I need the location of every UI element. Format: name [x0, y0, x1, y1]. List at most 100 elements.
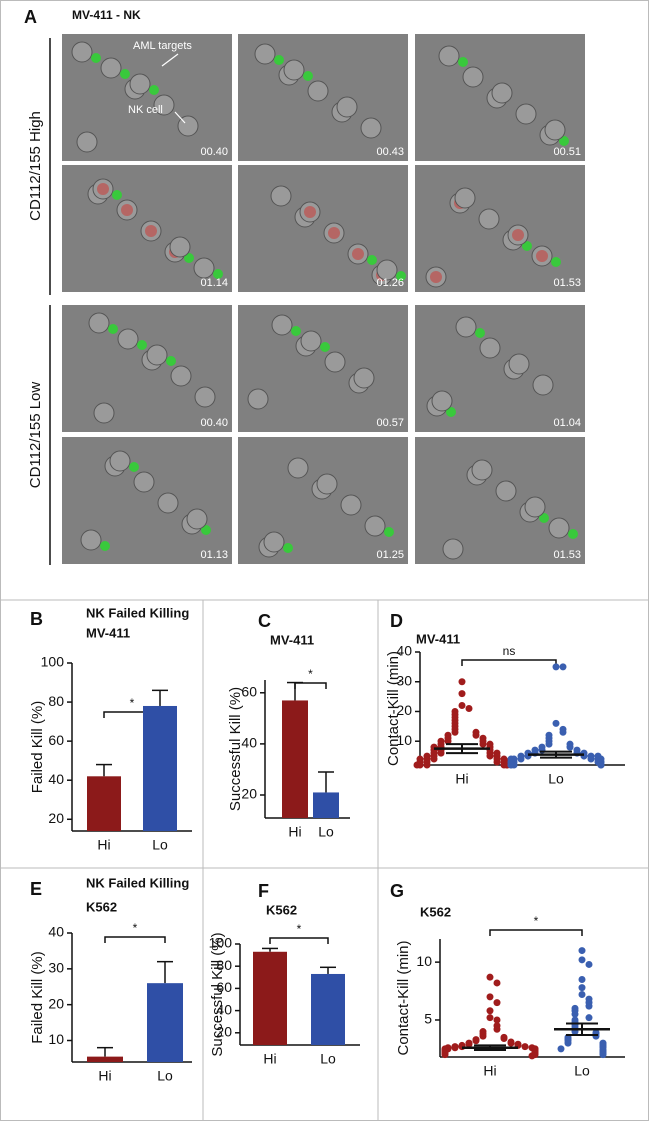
bar — [313, 792, 339, 818]
data-point — [528, 1052, 536, 1060]
nk-cell — [367, 255, 377, 265]
timestamp: 01.53 — [553, 549, 581, 561]
y-axis-label: Failed Kill (%) — [29, 951, 46, 1044]
timestamp: 00.43 — [376, 146, 404, 158]
y-tick-label: 100 — [209, 935, 233, 951]
nk-cell — [283, 543, 293, 553]
timestamp: 01.14 — [200, 277, 228, 289]
nk-cell — [108, 324, 118, 334]
data-point — [500, 1034, 508, 1042]
y-tick-label: 60 — [48, 732, 64, 748]
data-point — [493, 758, 501, 766]
data-point — [451, 728, 459, 736]
panel-letter: B — [30, 609, 43, 629]
y-tick-label: 10 — [396, 732, 412, 748]
data-point — [493, 979, 501, 987]
timestamp: 01.13 — [200, 549, 228, 561]
data-point — [578, 975, 586, 983]
x-tick-label: Hi — [455, 771, 468, 787]
significance-label: * — [130, 696, 135, 710]
dead-cell — [328, 227, 340, 239]
timestamp: 00.51 — [553, 146, 581, 158]
data-point — [465, 1040, 473, 1048]
data-point — [423, 761, 431, 769]
cell — [93, 402, 115, 424]
cell — [471, 459, 493, 481]
cell — [438, 45, 460, 67]
cell — [88, 312, 110, 334]
cell — [442, 538, 464, 560]
y-tick-label: 5 — [424, 1011, 432, 1027]
x-tick-label: Hi — [483, 1063, 496, 1079]
chart-title: K562 — [420, 904, 451, 919]
cell — [263, 531, 285, 553]
y-tick-label: 10 — [416, 953, 432, 969]
nk-cell — [458, 57, 468, 67]
data-point — [552, 663, 560, 671]
timestamp: 00.40 — [200, 146, 228, 158]
panel-letter: C — [258, 611, 271, 631]
bar — [143, 705, 177, 831]
dead-cell — [145, 225, 157, 237]
cell — [360, 117, 382, 139]
data-point — [479, 740, 487, 748]
chart-title: NK Failed Killing — [86, 605, 189, 620]
panel-letter: E — [30, 879, 42, 899]
cell — [283, 59, 305, 81]
y-tick-label: 40 — [48, 924, 64, 940]
nk-cell — [91, 53, 101, 63]
data-point — [413, 761, 421, 769]
bar — [87, 1056, 123, 1062]
cell — [247, 388, 269, 410]
cell — [169, 236, 191, 258]
data-point — [486, 752, 494, 760]
nk-cell — [568, 529, 578, 539]
dead-cell — [121, 204, 133, 216]
y-tick-label: 100 — [41, 654, 65, 670]
bar — [311, 973, 345, 1045]
cell — [117, 328, 139, 350]
panel-title: MV-411 - NK — [72, 8, 141, 22]
chart-title: MV-411 — [270, 632, 314, 647]
cell — [364, 515, 386, 537]
significance-label: * — [133, 921, 138, 935]
panel-letter: G — [390, 881, 404, 901]
nk-cell — [522, 241, 532, 251]
data-point — [441, 1051, 449, 1059]
significance-bracket — [461, 659, 557, 666]
data-point — [493, 1025, 501, 1033]
y-axis-label: Contact-Kill (min) — [395, 940, 412, 1055]
cell — [532, 374, 554, 396]
significance-label: ns — [503, 644, 516, 658]
arrow — [161, 53, 179, 67]
chart-title: NK Failed Killing — [86, 875, 189, 890]
nk-cell — [559, 136, 569, 146]
nk-cell — [201, 525, 211, 535]
data-point — [559, 728, 567, 736]
data-point — [458, 690, 466, 698]
x-tick-label: Hi — [97, 837, 110, 853]
cell — [157, 492, 179, 514]
cell — [336, 96, 358, 118]
timestamp: 01.25 — [376, 549, 404, 561]
x-tick-label: Lo — [320, 1051, 336, 1067]
cell — [146, 344, 168, 366]
cell — [186, 508, 208, 530]
x-tick-label: Hi — [263, 1051, 276, 1067]
data-point — [587, 755, 595, 763]
nk-cell — [120, 69, 130, 79]
significance-label: * — [308, 667, 313, 681]
data-point — [444, 737, 452, 745]
y-tick-label: 80 — [48, 693, 64, 709]
data-point — [451, 1044, 459, 1052]
arrow — [174, 111, 186, 124]
cell — [340, 494, 362, 516]
cell — [193, 257, 215, 279]
cell — [300, 330, 322, 352]
data-point — [517, 755, 525, 763]
cell — [455, 316, 477, 338]
nk-cell — [291, 326, 301, 336]
y-tick-label: 10 — [48, 1031, 64, 1047]
panel-letter: D — [390, 611, 403, 631]
y-tick-label: 40 — [48, 771, 64, 787]
